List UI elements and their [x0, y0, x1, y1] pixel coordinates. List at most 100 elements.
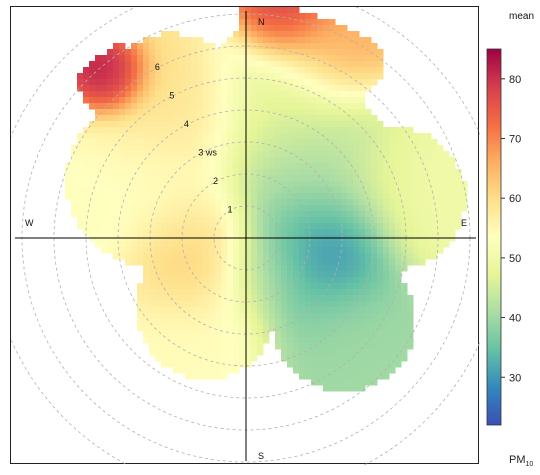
heat-cell: [347, 37, 354, 44]
heat-cell: [275, 7, 282, 14]
heat-cell: [185, 79, 192, 86]
heat-cell: [197, 199, 204, 206]
heat-cell: [437, 223, 444, 230]
heat-cell: [263, 79, 270, 86]
heat-cell: [281, 13, 288, 20]
heat-cell: [149, 145, 156, 152]
heat-cell: [227, 85, 234, 92]
heat-cell: [341, 163, 348, 170]
heat-cell: [257, 79, 264, 86]
heat-cell: [173, 151, 180, 158]
heat-cell: [155, 73, 162, 80]
heat-cell: [407, 199, 414, 206]
heat-cell: [281, 355, 288, 362]
heat-cell: [443, 211, 450, 218]
heat-cell: [311, 109, 318, 116]
heat-cell: [281, 43, 288, 50]
heat-cell: [269, 205, 276, 212]
heat-cell: [407, 157, 414, 164]
heat-cell: [389, 151, 396, 158]
heat-cell: [335, 217, 342, 224]
heat-cell: [143, 163, 150, 170]
heat-cell: [185, 103, 192, 110]
heat-cell: [197, 325, 204, 332]
heat-cell: [155, 127, 162, 134]
heat-cell: [113, 247, 120, 254]
heat-cell: [149, 247, 156, 254]
heat-cell: [377, 343, 384, 350]
heat-cell: [83, 181, 90, 188]
heat-cell: [377, 325, 384, 332]
heat-cell: [221, 325, 228, 332]
heat-cell: [179, 115, 186, 122]
heat-cell: [413, 139, 420, 146]
heat-cell: [107, 163, 114, 170]
heat-cell: [353, 217, 360, 224]
heat-cell: [377, 319, 384, 326]
heat-cell: [401, 325, 408, 332]
heat-cell: [395, 343, 402, 350]
heat-cell: [341, 271, 348, 278]
heat-cell: [329, 157, 336, 164]
heat-cell: [149, 349, 156, 356]
heat-cell: [299, 217, 306, 224]
heat-cell: [71, 187, 78, 194]
heat-cell: [437, 211, 444, 218]
heat-cell: [413, 181, 420, 188]
heat-cell: [281, 121, 288, 128]
heat-cell: [149, 73, 156, 80]
heat-cell: [101, 175, 108, 182]
colorbar-tick-label: 70: [509, 134, 521, 146]
heat-cell: [251, 181, 258, 188]
heat-cell: [227, 301, 234, 308]
heat-cell: [143, 127, 150, 134]
heat-cell: [437, 193, 444, 200]
heat-cell: [173, 43, 180, 50]
heat-cell: [155, 247, 162, 254]
heat-cell: [293, 85, 300, 92]
heat-cell: [149, 115, 156, 122]
heat-cell: [191, 115, 198, 122]
heat-cell: [143, 187, 150, 194]
heat-cell: [137, 163, 144, 170]
heat-cell: [407, 163, 414, 170]
heat-cell: [311, 43, 318, 50]
heat-cell: [401, 265, 408, 272]
heat-cell: [173, 289, 180, 296]
heat-cell: [101, 91, 108, 98]
heat-cell: [65, 163, 72, 170]
heat-cell: [371, 67, 378, 74]
heat-cell: [299, 109, 306, 116]
heat-cell: [329, 211, 336, 218]
heat-cell: [197, 67, 204, 74]
heat-cell: [251, 349, 258, 356]
heat-cell: [203, 265, 210, 272]
heat-cell: [131, 49, 138, 56]
heat-cell: [95, 181, 102, 188]
heat-cell: [275, 169, 282, 176]
heat-cell: [395, 157, 402, 164]
heat-cell: [161, 205, 168, 212]
heat-cell: [347, 385, 354, 392]
heat-cell: [371, 247, 378, 254]
heat-cell: [347, 145, 354, 152]
heat-cell: [263, 73, 270, 80]
heat-cell: [269, 193, 276, 200]
heat-cell: [359, 109, 366, 116]
heat-cell: [245, 31, 252, 38]
heat-cell: [323, 19, 330, 26]
heat-cell: [173, 211, 180, 218]
heat-cell: [239, 313, 246, 320]
heat-cell: [383, 193, 390, 200]
heat-cell: [155, 115, 162, 122]
heat-cell: [395, 175, 402, 182]
heat-cell: [239, 187, 246, 194]
heat-cell: [215, 133, 222, 140]
heat-cell: [191, 277, 198, 284]
heat-cell: [317, 253, 324, 260]
heat-cell: [251, 121, 258, 128]
heat-cell: [239, 19, 246, 26]
heat-cell: [251, 7, 258, 14]
heat-cell: [377, 181, 384, 188]
heat-cell: [107, 85, 114, 92]
